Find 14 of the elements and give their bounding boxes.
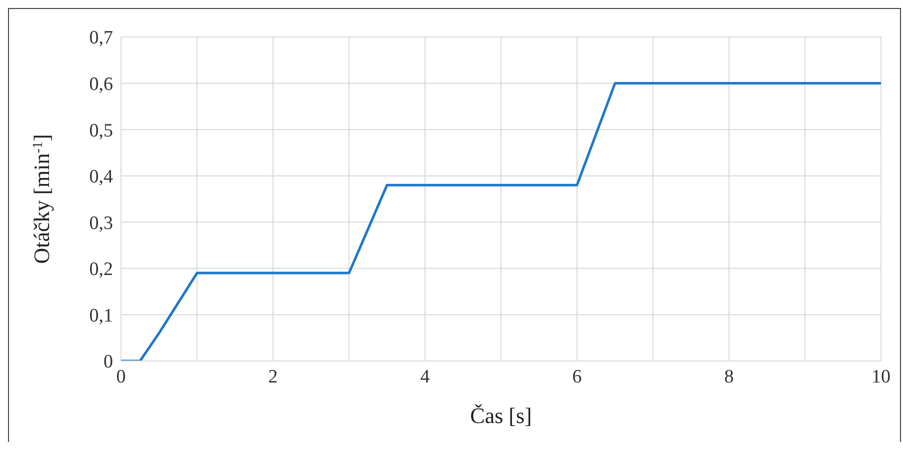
y-tick-label: 0,3 <box>89 212 113 234</box>
x-tick-label: 10 <box>872 366 890 388</box>
y-tick-label: 0,7 <box>89 28 113 49</box>
x-tick-label: 8 <box>724 366 734 388</box>
x-tick-label: 4 <box>420 366 430 388</box>
y-tick-label: 0,2 <box>89 259 113 280</box>
y-tick-label: 0,4 <box>89 166 114 188</box>
x-tick-label: 2 <box>268 366 278 388</box>
y-tick-label: 0,1 <box>89 305 113 326</box>
y-tick-label: 0,5 <box>89 120 113 142</box>
x-tick-label: 6 <box>572 366 582 388</box>
x-axis-title: Čas [s] <box>470 403 532 428</box>
y-tick-label: 0 <box>104 352 113 373</box>
y-tick-label: 0,6 <box>89 74 113 96</box>
